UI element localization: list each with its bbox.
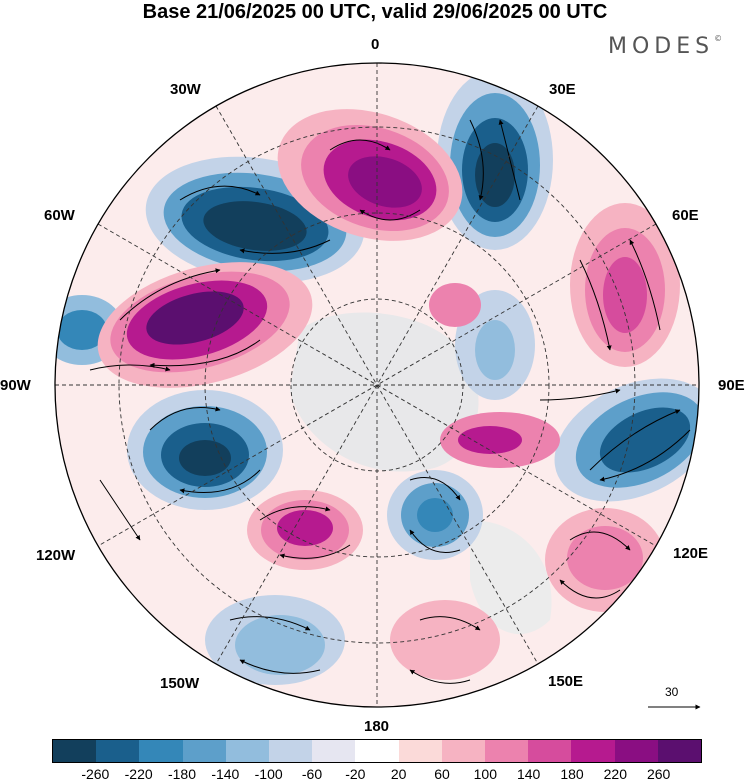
colorbar-tick-label: 220 bbox=[603, 766, 627, 782]
colorbar-tick-label: -20 bbox=[345, 766, 366, 782]
colorbar-swatch-12 bbox=[571, 740, 615, 762]
colorbar-tick-label: 100 bbox=[473, 766, 497, 782]
vector-scale-label: 30 bbox=[665, 685, 679, 699]
lon-label-120w: 120W bbox=[36, 547, 76, 564]
colorbar-tick-label: 260 bbox=[646, 766, 671, 782]
brand-name: MODES bbox=[608, 34, 715, 59]
negative-anomaly-90w-120w bbox=[127, 390, 283, 510]
colorbar-swatch-11 bbox=[528, 740, 572, 762]
lon-label-90w: 90W bbox=[0, 377, 31, 394]
colorbar-swatch-4 bbox=[225, 740, 270, 762]
lon-label-120e: 120E bbox=[673, 545, 709, 562]
colorbar-tick-label: -100 bbox=[254, 766, 283, 782]
negative-anomaly-90e-120e bbox=[554, 378, 699, 502]
colorbar-swatch-8 bbox=[398, 740, 442, 762]
colorbar-tick-label: -180 bbox=[167, 766, 197, 782]
anomaly-field bbox=[55, 63, 699, 707]
colorbar-tick-label: -60 bbox=[301, 766, 323, 782]
negative-anomaly-0-30e bbox=[437, 70, 553, 250]
map-title: Base 21/06/2025 00 UTC, valid 29/06/2025… bbox=[142, 1, 608, 23]
lon-label-90e: 90E bbox=[718, 377, 745, 394]
copyright-mark: © bbox=[714, 34, 723, 43]
lon-label-150e: 150E bbox=[548, 673, 584, 690]
colorbar-swatch-5 bbox=[269, 740, 313, 762]
colorbar-tick-label: -140 bbox=[211, 766, 240, 782]
lon-label-60e: 60E bbox=[672, 207, 699, 224]
colorbar-swatch-7 bbox=[355, 740, 399, 762]
lon-label-30e: 30E bbox=[549, 81, 576, 98]
colorbar-swatch-9 bbox=[441, 740, 486, 762]
colorbar-swatch-2 bbox=[139, 740, 183, 762]
colorbar-tick-label: 140 bbox=[516, 766, 541, 782]
colorbar-swatch-0 bbox=[53, 740, 97, 762]
graticule bbox=[55, 63, 699, 707]
colorbar-tick-label: 180 bbox=[560, 766, 584, 782]
colorbar-swatch-1 bbox=[96, 740, 140, 762]
positive-anomaly-60w-90w bbox=[97, 262, 313, 388]
modes-logo: MODES© bbox=[608, 34, 722, 59]
positive-anomaly-30w-0 bbox=[277, 109, 463, 241]
lon-label-180: 180 bbox=[364, 718, 390, 735]
colorbar-swatch-10 bbox=[485, 740, 529, 762]
positive-anomaly-60e bbox=[570, 203, 680, 367]
colorbar-tick-label: 60 bbox=[434, 766, 450, 782]
colorbar-swatch-6 bbox=[312, 740, 356, 762]
lon-label-150w: 150W bbox=[160, 675, 200, 692]
positive-anomaly-120w-150w bbox=[247, 490, 363, 570]
colorbar-swatch-3 bbox=[182, 740, 226, 762]
map-boundary bbox=[54, 62, 700, 708]
colorbar-tick-label: -220 bbox=[124, 766, 153, 782]
negative-anomaly-180-150e bbox=[387, 470, 483, 560]
colorbar bbox=[52, 739, 702, 763]
lon-label-60w: 60W bbox=[44, 207, 75, 224]
lon-label-30w: 30W bbox=[170, 81, 201, 98]
colorbar-swatch-14 bbox=[657, 740, 702, 762]
colorbar-tick-label: 20 bbox=[390, 766, 407, 782]
lon-label-0: 0 bbox=[371, 36, 380, 53]
colorbar-tick-label: -260 bbox=[81, 766, 110, 782]
colorbar-swatch-13 bbox=[614, 740, 658, 762]
